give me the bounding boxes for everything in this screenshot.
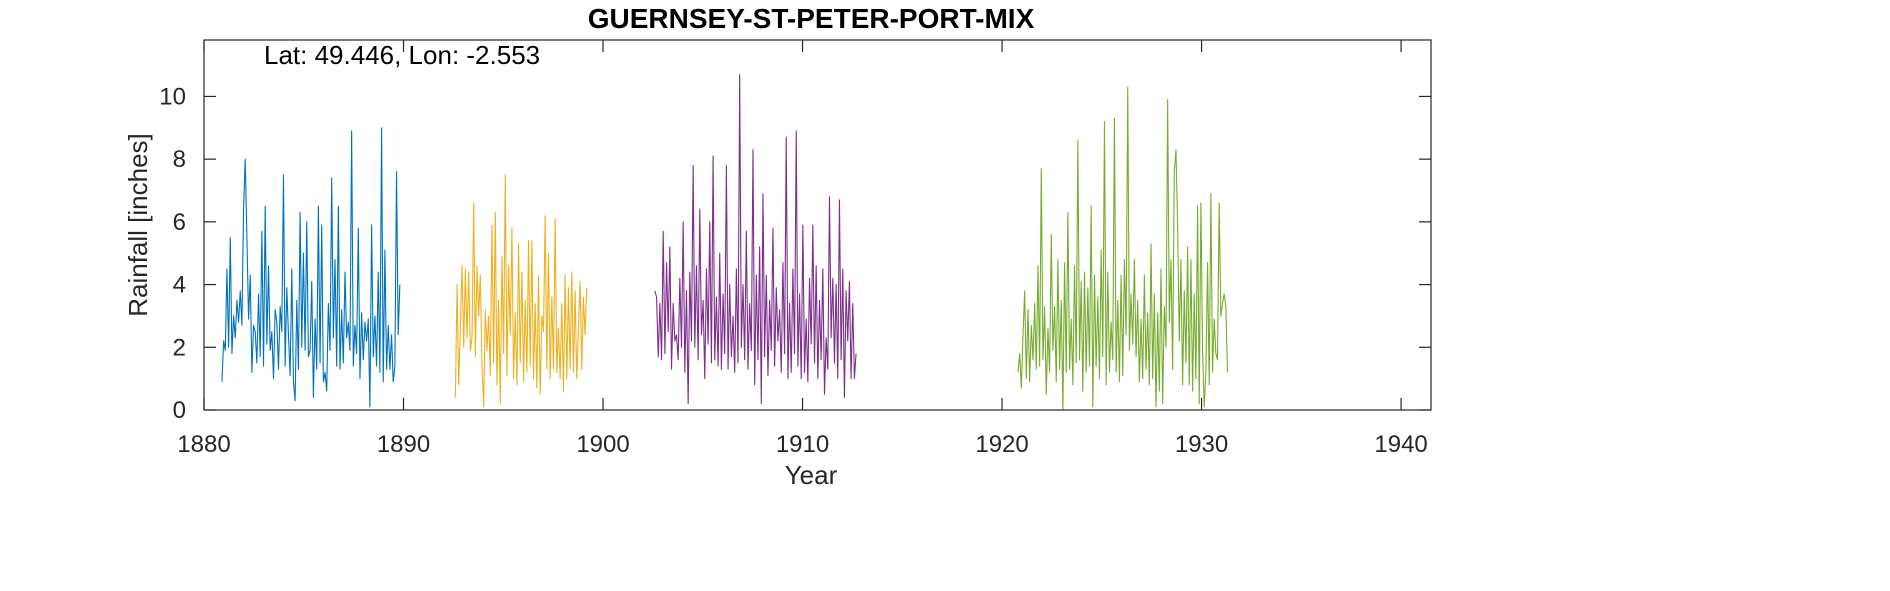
x-tick-label: 1900 xyxy=(576,431,629,458)
series-layer xyxy=(221,73,1229,411)
x-ticks: 1880 1890 1900 1910 1920 1930 1940 xyxy=(177,40,1428,458)
x-tick-label: 1920 xyxy=(975,431,1028,458)
series-line-4 xyxy=(1017,86,1229,411)
y-tick-label: 10 xyxy=(159,83,186,110)
x-tick-label: 1880 xyxy=(177,431,230,458)
location-annotation: Lat: 49.446, Lon: -2.553 xyxy=(264,40,540,70)
chart-title: GUERNSEY-ST-PETER-PORT-MIX xyxy=(588,3,1035,34)
series-line-2 xyxy=(454,174,588,408)
x-tick-label: 1890 xyxy=(377,431,430,458)
y-tick-label: 8 xyxy=(173,146,186,173)
plot-area-box xyxy=(203,39,1432,411)
y-tick-label: 6 xyxy=(173,209,186,236)
series-line-3 xyxy=(654,73,857,405)
x-axis-label: Year xyxy=(785,460,838,490)
y-tick-label: 4 xyxy=(173,272,186,299)
x-tick-label: 1940 xyxy=(1374,431,1427,458)
y-ticks: 0 2 4 6 8 10 xyxy=(159,83,1431,424)
y-axis-label: Rainfall [inches] xyxy=(123,133,153,317)
x-tick-label: 1910 xyxy=(776,431,829,458)
y-tick-label: 2 xyxy=(173,334,186,361)
y-tick-label: 0 xyxy=(173,397,186,424)
series-line-1 xyxy=(221,127,401,408)
x-tick-label: 1930 xyxy=(1175,431,1228,458)
